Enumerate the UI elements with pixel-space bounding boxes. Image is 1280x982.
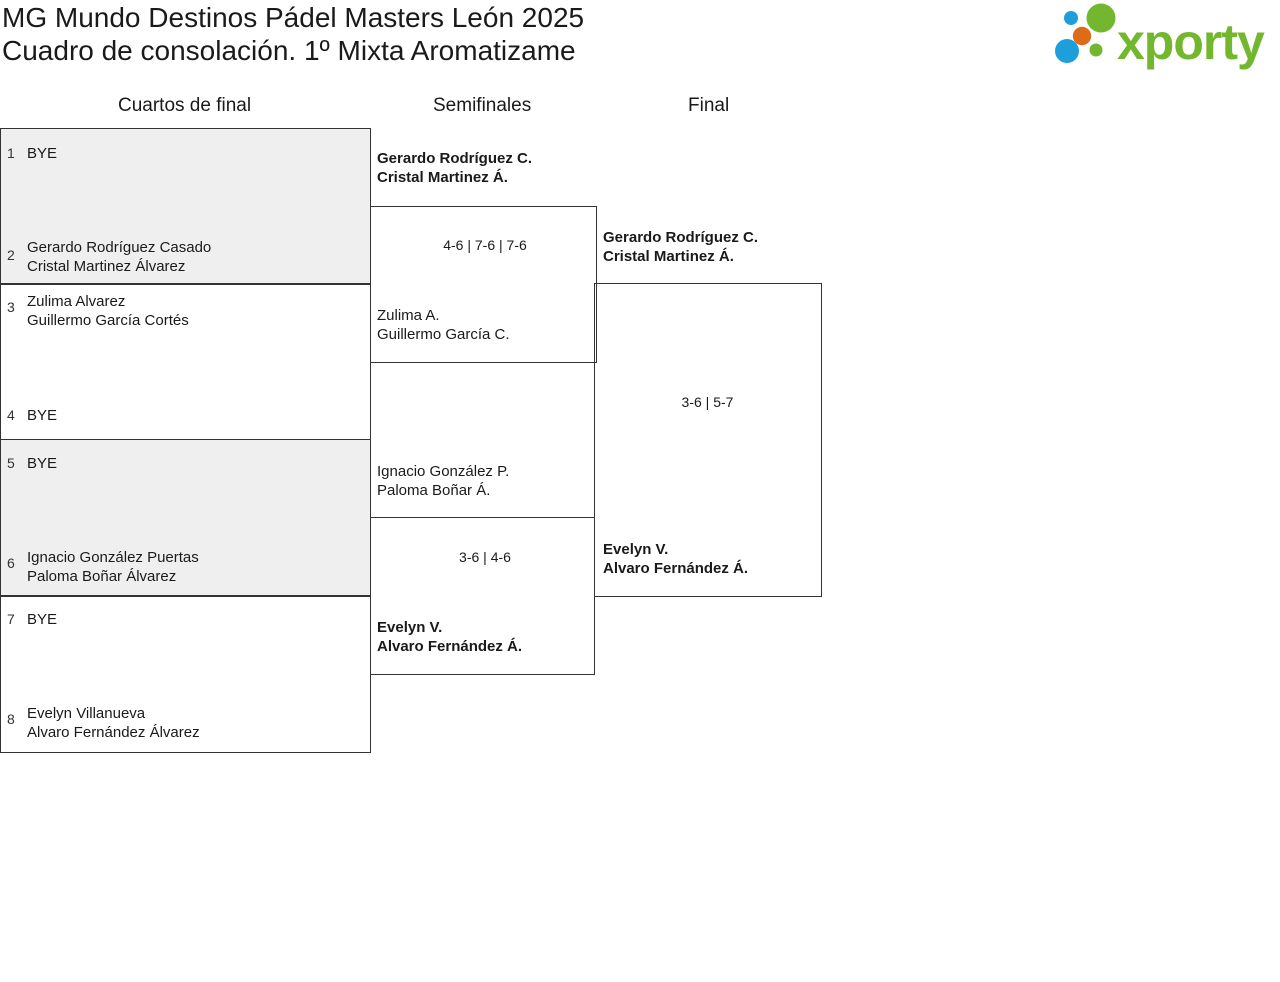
svg-text:xporty: xporty (1117, 14, 1265, 70)
